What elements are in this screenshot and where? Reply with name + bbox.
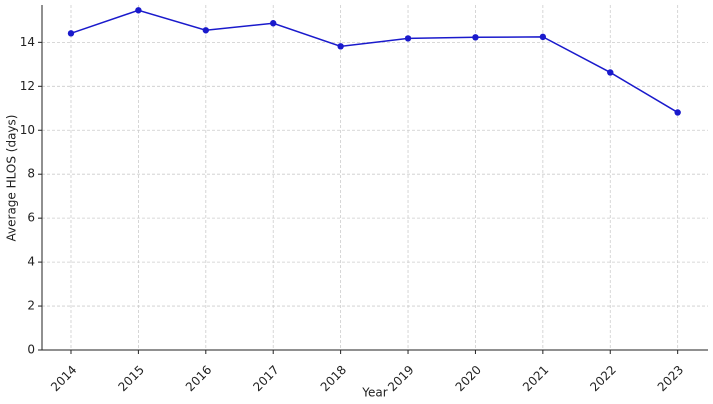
line <box>70 9 679 114</box>
marker <box>337 43 344 50</box>
x-axis-label: Year <box>361 386 387 400</box>
x-tick-label: 2020 <box>453 363 484 394</box>
y-tick-label: 0 <box>27 343 35 357</box>
marker <box>67 30 75 37</box>
y-tick-label: 2 <box>27 299 35 313</box>
y-tick-label: 14 <box>20 35 35 49</box>
y-tick-label: 12 <box>20 79 35 93</box>
marker <box>270 20 277 27</box>
marker <box>135 7 142 14</box>
y-tick-label: 10 <box>20 123 35 137</box>
y-tick-label: 6 <box>27 211 35 225</box>
x-tick-label: 2019 <box>385 363 416 394</box>
marker <box>472 34 479 41</box>
marker <box>539 33 547 41</box>
y-tick-label: 8 <box>27 167 35 181</box>
marker <box>202 27 210 34</box>
x-tick-label: 2017 <box>250 363 281 394</box>
x-tick-label: 2016 <box>183 363 214 394</box>
y-axis-label: Average HLOS (days) <box>5 115 19 242</box>
x-tick-label: 2022 <box>587 363 618 394</box>
marker <box>674 109 681 116</box>
marker <box>404 35 412 42</box>
x-tick-label: 2015 <box>115 363 146 394</box>
x-tick-label: 2023 <box>655 363 686 394</box>
marker <box>607 69 614 76</box>
x-tick-label: 2014 <box>48 363 79 394</box>
x-tick-label: 2021 <box>520 363 551 394</box>
y-tick-label: 4 <box>27 255 35 269</box>
x-tick-label: 2018 <box>318 363 349 394</box>
